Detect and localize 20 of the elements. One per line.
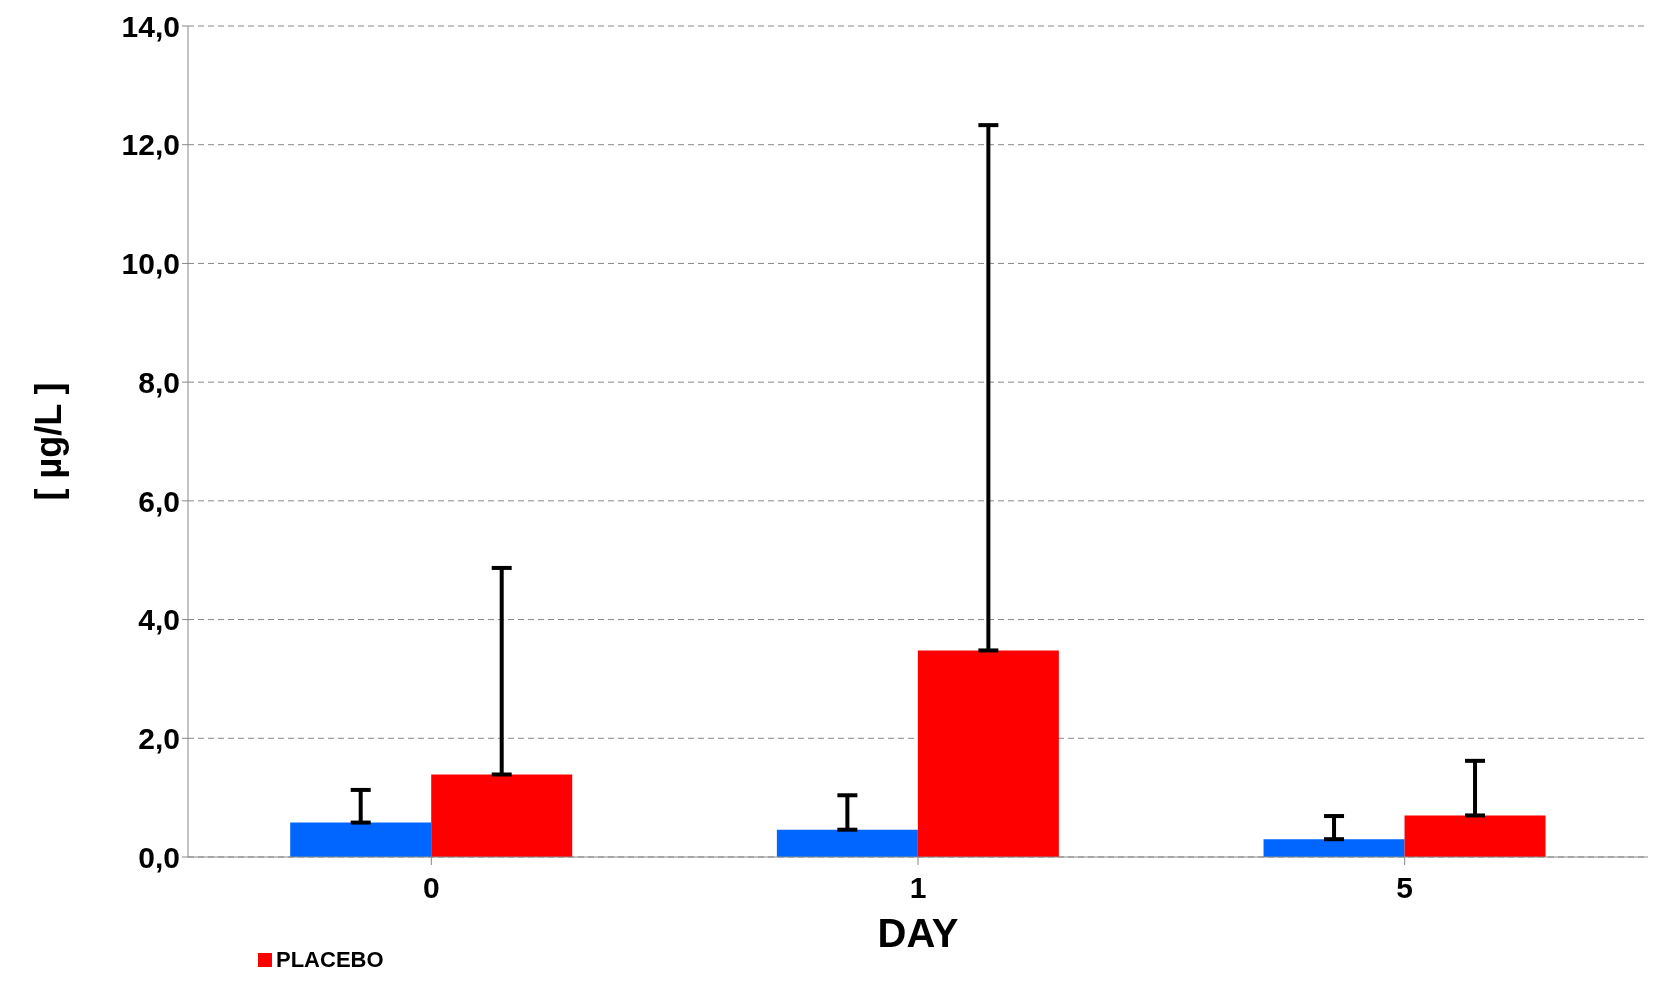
x-tick-label: 0 — [422, 871, 440, 905]
y-tick-label: 2,0 — [138, 721, 180, 755]
bar — [431, 774, 573, 857]
y-tick-label: 12,0 — [121, 128, 180, 162]
x-tick-label: 1 — [909, 871, 927, 905]
x-tick-label: 5 — [1396, 871, 1414, 905]
bar — [290, 822, 432, 857]
y-tick-label: 10,0 — [121, 247, 180, 281]
legend-label: PLACEBO — [276, 947, 384, 973]
bar — [1404, 815, 1546, 857]
y-tick-label: 8,0 — [138, 365, 180, 399]
bar — [776, 829, 918, 857]
y-tick-label: 14,0 — [121, 9, 180, 43]
bar — [1263, 839, 1405, 857]
x-axis-title: DAY — [877, 911, 959, 955]
y-tick-label: 0,0 — [138, 840, 180, 874]
bar — [917, 650, 1059, 857]
y-tick-label: 4,0 — [138, 603, 180, 637]
y-axis-title: [ µg/L ] — [27, 382, 69, 501]
y-tick-label: 6,0 — [138, 484, 180, 518]
